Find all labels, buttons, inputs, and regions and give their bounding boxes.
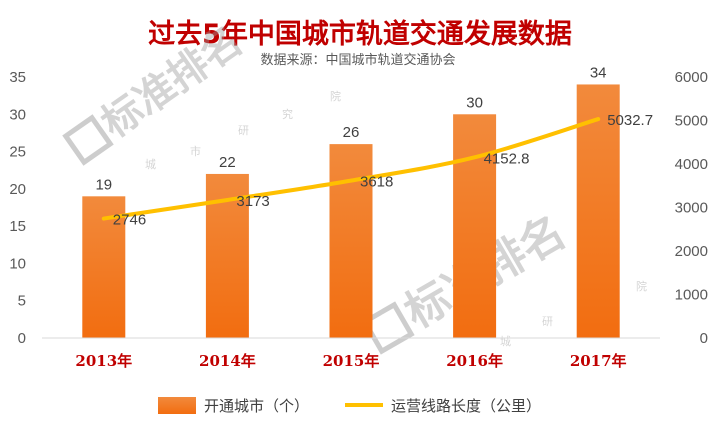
y-right-tick-label: 1000: [675, 287, 708, 304]
y-right-tick-label: 0: [700, 330, 708, 347]
legend-label-line: 运营线路长度（公里）: [391, 397, 541, 415]
bar-data-label: 19: [95, 176, 112, 193]
legend-swatch-bars: [158, 397, 196, 414]
bar-data-label: 34: [590, 64, 607, 81]
line-data-label: 4152.8: [484, 150, 530, 167]
y-right-tick-label: 4000: [675, 156, 708, 173]
line-data-labels: 2746 3173 3618 4152.8 5032.7: [113, 112, 653, 228]
line-data-label: 2746: [113, 212, 146, 229]
y-left-tick-label: 20: [9, 181, 26, 198]
chart-subtitle: 数据来源：中国城市轨道交通协会: [260, 52, 455, 68]
y-left-tick-label: 0: [18, 330, 26, 347]
bar-data-label: 30: [466, 94, 483, 111]
watermark-subchar: 院: [636, 279, 647, 293]
bar: [453, 114, 497, 339]
bar: [576, 84, 620, 338]
legend: 开通城市（个） 运营线路长度（公里）: [158, 397, 541, 415]
watermark-subchar: 院: [330, 89, 341, 103]
x-axis-categories: 2013年 2014年 2015年 2016年 2017年: [75, 352, 626, 370]
y-right-tick-label: 5000: [675, 113, 708, 130]
y-left-tick-label: 10: [9, 255, 26, 272]
bar-data-label: 26: [343, 124, 360, 141]
y-left-tick-label: 15: [9, 218, 26, 235]
x-category-label: 2015年: [323, 352, 380, 370]
line-series: [101, 117, 601, 221]
watermark-subchar: 研: [542, 315, 553, 328]
y-right-tick-label: 3000: [675, 200, 708, 217]
line-data-label: 3618: [360, 174, 393, 191]
y-right-tick-label: 2000: [675, 243, 708, 260]
chart-title: 过去5年中国城市轨道交通发展数据: [148, 18, 572, 50]
watermark-subchar: 研: [238, 124, 249, 137]
watermark-subchar: 究: [282, 107, 293, 121]
line-data-label: 3173: [236, 193, 269, 210]
x-category-label: 2014年: [199, 352, 256, 370]
x-category-label: 2016年: [446, 352, 503, 370]
y-axis-right: 0 1000 2000 3000 4000 5000 6000: [675, 69, 708, 347]
legend-label-bars: 开通城市（个）: [204, 397, 309, 415]
bar-data-labels: 19 22 26 30 34: [95, 64, 606, 193]
watermark-subchar: 市: [190, 144, 201, 158]
line-data-label: 5032.7: [607, 112, 653, 129]
watermark-subchar: 城: [145, 158, 156, 171]
y-right-tick-label: 6000: [675, 69, 708, 86]
y-left-tick-label: 30: [9, 106, 26, 123]
watermark-subchar: 城: [500, 335, 511, 348]
y-left-tick-label: 25: [9, 144, 26, 161]
x-category-label: 2017年: [570, 352, 627, 370]
bar-data-label: 22: [219, 154, 236, 171]
y-left-tick-label: 5: [18, 293, 26, 310]
x-category-label: 2013年: [75, 352, 132, 370]
y-left-tick-label: 35: [9, 69, 26, 86]
y-axis-left: 0 5 10 15 20 25 30 35: [9, 69, 26, 347]
